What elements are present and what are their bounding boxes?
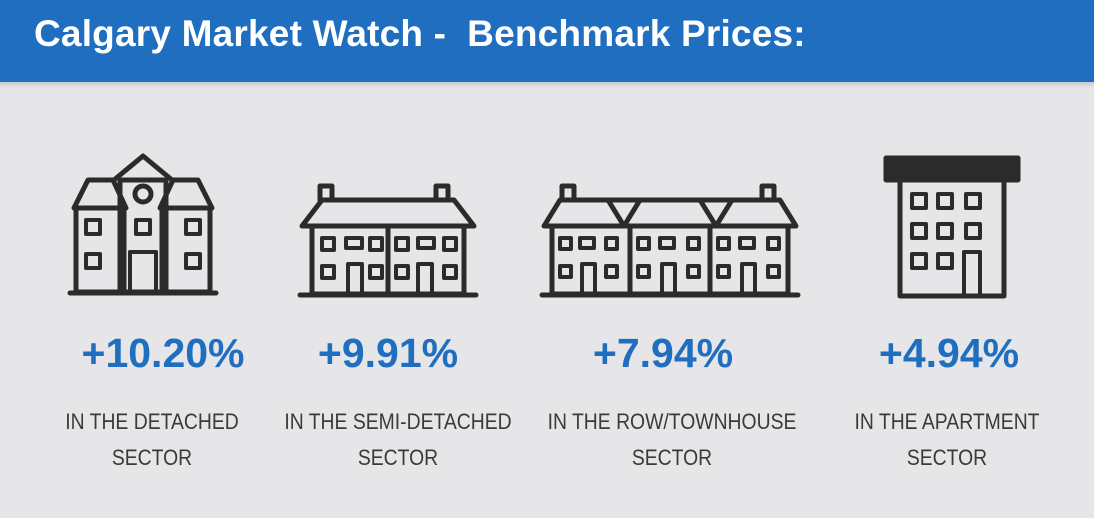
row-townhouse-label-line2: SECTOR: [631, 445, 713, 470]
apartment-label-line2: SECTOR: [906, 445, 988, 470]
semi-detached-change-value: +9.91%: [317, 330, 459, 376]
semi-detached-house-icon: [297, 182, 479, 302]
row-townhouse-label-line1: IN THE ROW/TOWNHOUSE: [547, 409, 797, 434]
detached-change-value: +10.20%: [81, 330, 245, 376]
apartment-label-line1: IN THE APARTMENT: [854, 409, 1040, 434]
row-townhouse-icon: [539, 182, 801, 302]
detached-label-line1: IN THE DETACHED: [65, 409, 239, 434]
header-divider: [0, 82, 1094, 88]
semi-detached-label-line1: IN THE SEMI-DETACHED: [284, 409, 512, 434]
apartment-building-icon: [882, 154, 1022, 305]
detached-house-icon: [67, 150, 219, 305]
row-townhouse-change-value: +7.94%: [592, 330, 734, 376]
page-title: Calgary Market Watch - Benchmark Prices:: [34, 13, 806, 54]
apartment-change-value: +4.94%: [878, 330, 1020, 376]
detached-label-line2: SECTOR: [111, 445, 193, 470]
semi-detached-label-line2: SECTOR: [357, 445, 439, 470]
header-banner: Calgary Market Watch - Benchmark Prices:: [0, 0, 1094, 82]
